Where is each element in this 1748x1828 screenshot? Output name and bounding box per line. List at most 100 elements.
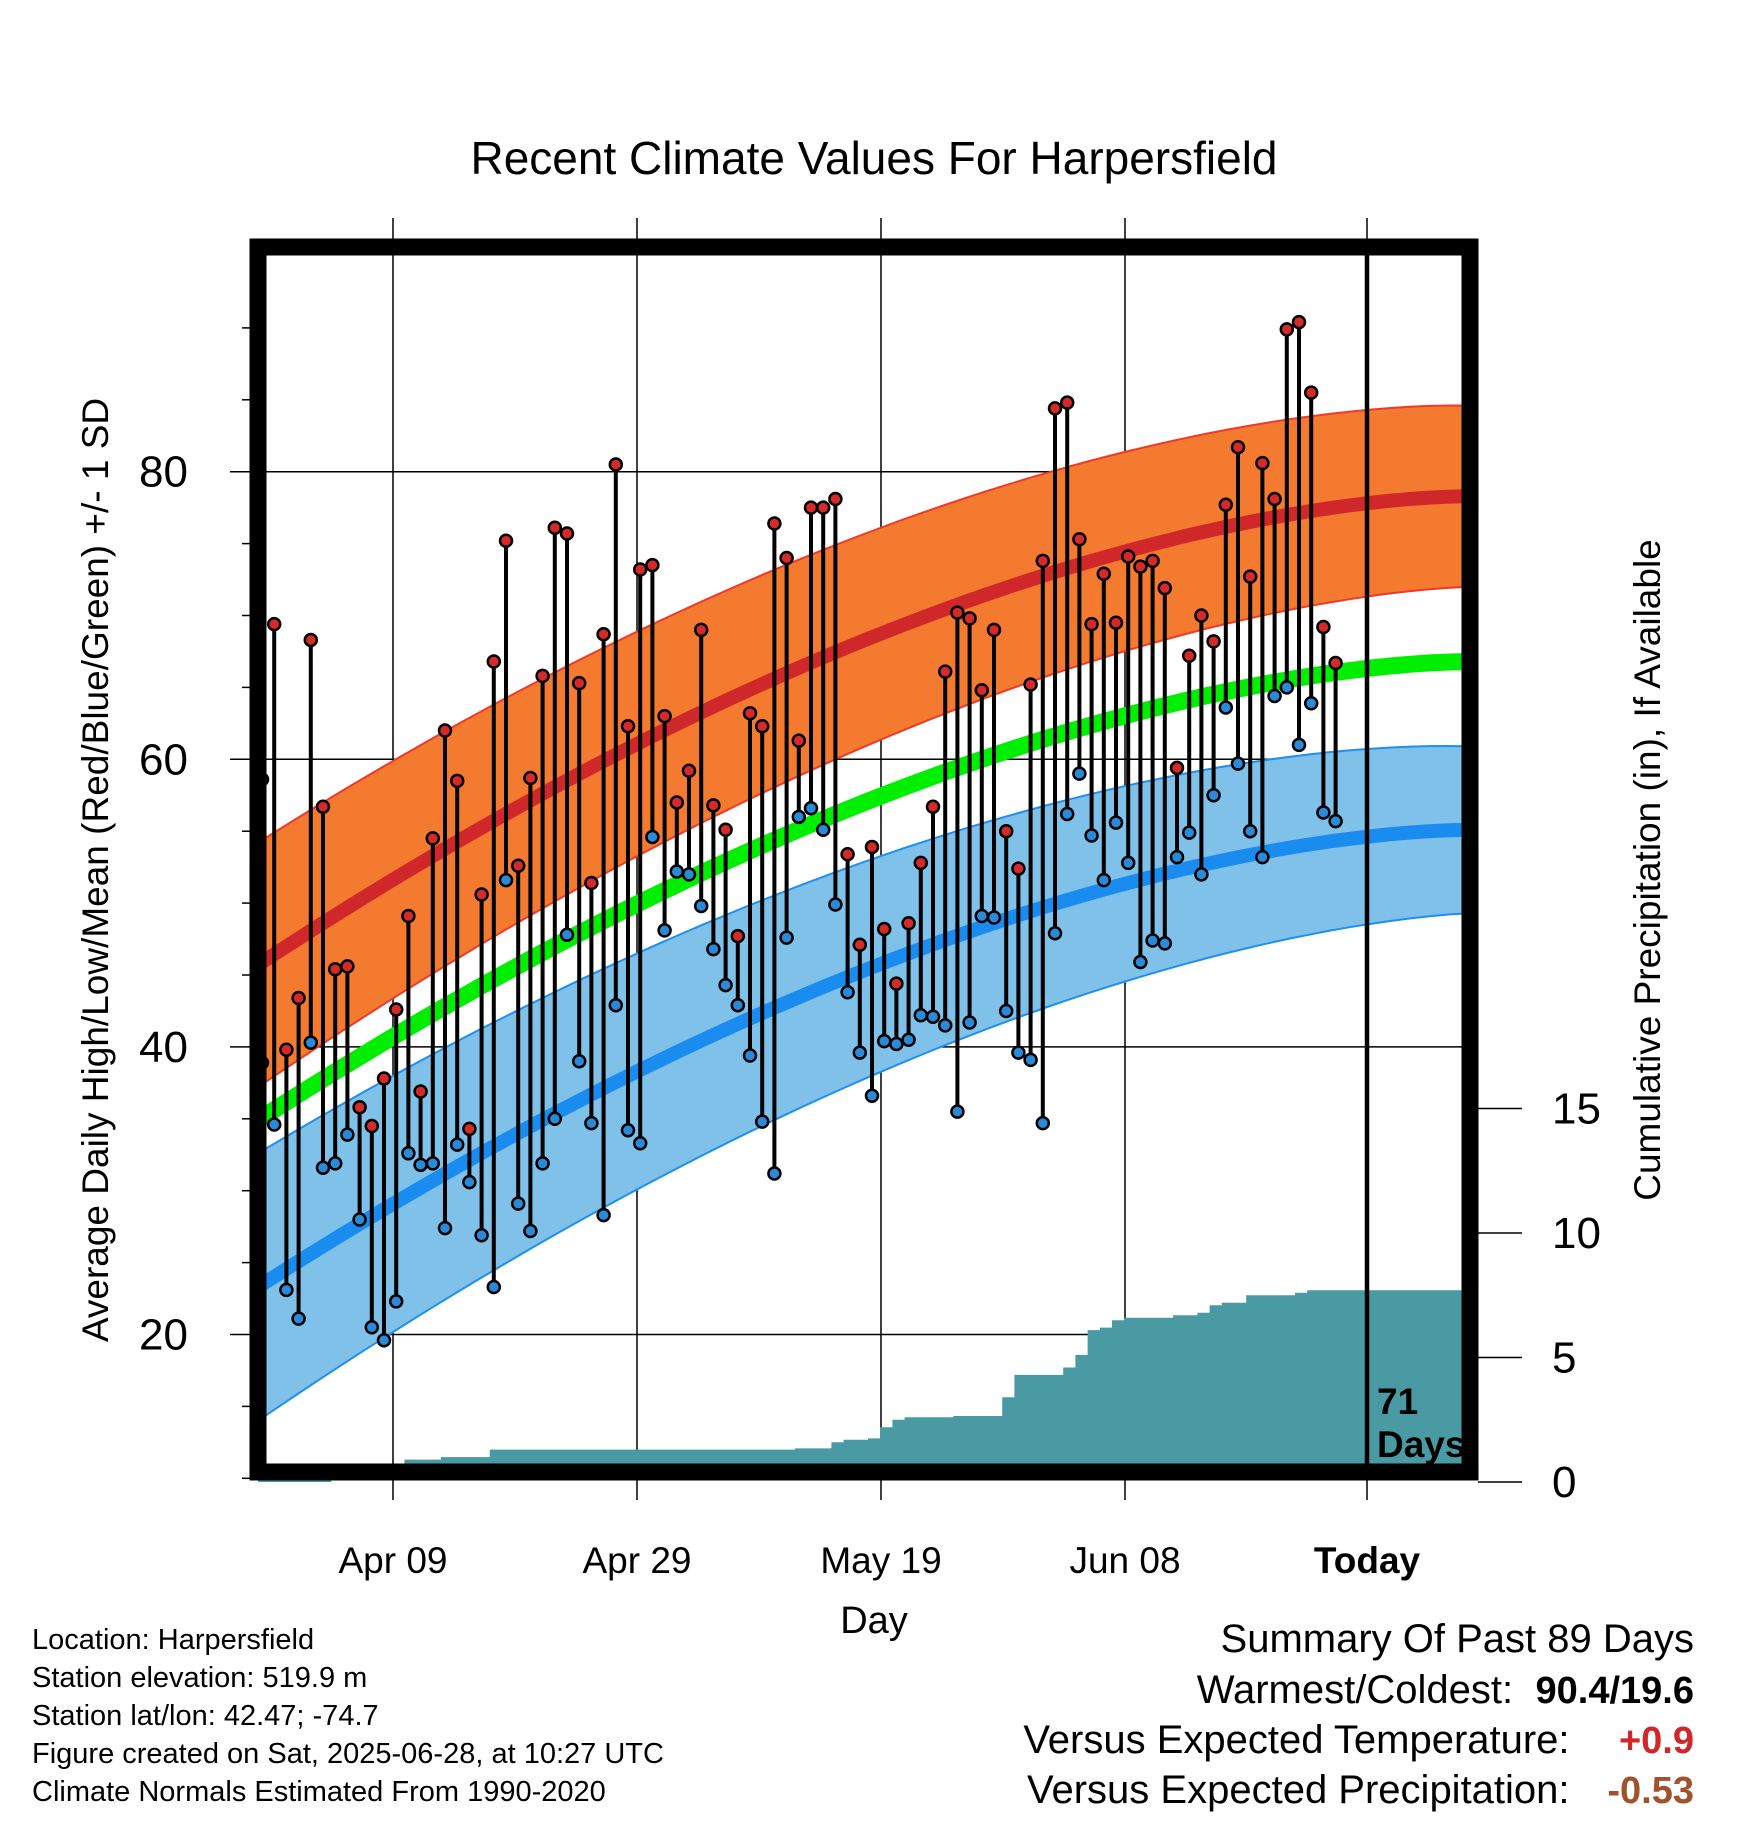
low-dot xyxy=(474,1228,489,1243)
low-dot xyxy=(962,1015,977,1030)
high-dot xyxy=(1084,616,1099,632)
high-dot xyxy=(608,457,624,472)
low-dot xyxy=(584,1115,599,1131)
high-dot xyxy=(401,908,416,924)
high-dot xyxy=(791,733,807,748)
high-dot xyxy=(498,533,514,548)
low-sd-band xyxy=(258,746,1470,1421)
low-dot xyxy=(803,800,819,816)
summary-heading: Summary Of Past 89 Days xyxy=(1220,1617,1694,1661)
high-dot xyxy=(828,491,843,507)
high-dot xyxy=(937,664,953,679)
precipitation-anomaly-value: -0.53 xyxy=(1607,1770,1694,1812)
low-dot xyxy=(486,1279,502,1295)
low-dot xyxy=(1267,688,1282,704)
high-sd-band-edge-lower xyxy=(257,585,1471,1089)
low-dot xyxy=(1291,737,1307,753)
low-dot xyxy=(401,1146,416,1161)
info-location: Location: Harpersfield xyxy=(32,1624,315,1656)
low-dot xyxy=(425,1156,441,1171)
low-dot xyxy=(303,1035,319,1050)
low-dot xyxy=(608,997,624,1013)
high-dot xyxy=(1072,532,1087,547)
summary-precipitation: Versus Expected Precipitation: -0.53 xyxy=(1027,1768,1694,1812)
y-axis-label: Average Daily High/Low/Mean (Red/Blue/Gr… xyxy=(75,398,116,1342)
low-dot xyxy=(352,1212,367,1227)
high-dot xyxy=(535,668,550,684)
y-tick-label: 40 xyxy=(139,1023,188,1072)
low-dot xyxy=(864,1088,880,1104)
high-dot xyxy=(279,1042,294,1058)
x-tick-label: May 19 xyxy=(820,1540,941,1581)
low-dot xyxy=(462,1174,477,1190)
low-dot xyxy=(510,1196,526,1211)
high-dot xyxy=(303,632,319,648)
y2-tick-label: 10 xyxy=(1552,1209,1601,1258)
high-dot xyxy=(547,520,563,536)
high-dot xyxy=(657,708,672,724)
low-dot xyxy=(498,872,514,888)
high-dot xyxy=(620,718,636,734)
low-dot xyxy=(1035,1115,1051,1131)
y-tick-label: 20 xyxy=(139,1311,188,1360)
high-dot xyxy=(388,1002,404,1017)
high-dot xyxy=(315,799,331,815)
high-dot xyxy=(986,622,1002,638)
summary-warm-cold: Warmest/Coldest: 90.4/19.6 xyxy=(1196,1668,1694,1712)
high-dot xyxy=(901,915,916,931)
low-dot xyxy=(889,1036,904,1052)
low-dot xyxy=(1206,788,1221,803)
info-elevation: Station elevation: 519.9 m xyxy=(32,1662,368,1694)
x-tick-label: Jun 08 xyxy=(1069,1540,1180,1581)
x-axis-label: Day xyxy=(840,1600,908,1642)
low-dot xyxy=(291,1311,306,1326)
high-dot xyxy=(718,822,733,838)
mean-normal-line xyxy=(253,653,1471,1128)
low-dot xyxy=(547,1111,563,1127)
high-dot xyxy=(1267,491,1282,507)
high-normal-line xyxy=(254,489,1471,971)
summary-temperature: Versus Expected Temperature: +0.9 xyxy=(1023,1718,1694,1762)
low-dot xyxy=(1120,855,1136,871)
high-dot xyxy=(596,626,611,642)
high-dot xyxy=(1169,760,1185,776)
low-dot xyxy=(1194,867,1209,882)
low-dot xyxy=(901,1032,916,1047)
low-dot xyxy=(950,1104,965,1119)
high-dot xyxy=(1279,322,1295,337)
low-dot xyxy=(1157,936,1173,951)
high-dot xyxy=(669,795,685,810)
low-dot xyxy=(571,1054,587,1069)
low-dot xyxy=(1218,700,1234,715)
high-dot xyxy=(889,976,904,991)
high-dot xyxy=(767,516,782,531)
low-dot xyxy=(998,1003,1014,1019)
low-dot xyxy=(1316,805,1331,820)
high-dot xyxy=(754,718,770,734)
low-dot xyxy=(1255,849,1270,865)
low-dot xyxy=(1023,1052,1038,1068)
high-dot xyxy=(706,798,721,813)
high-dot xyxy=(1011,861,1026,876)
low-dot xyxy=(620,1123,636,1138)
cumulative-precip-area xyxy=(258,1290,1470,1482)
low-dot xyxy=(1169,849,1185,865)
x-tick-label: Apr 09 xyxy=(338,1540,447,1581)
low-dot xyxy=(1108,815,1124,830)
low-normal-line xyxy=(254,822,1471,1293)
high-dot xyxy=(864,839,880,855)
low-dot xyxy=(1047,926,1063,941)
high-dot xyxy=(779,550,794,566)
normal-bands xyxy=(253,404,1471,1422)
high-dot xyxy=(974,683,990,698)
low-dot xyxy=(1242,823,1258,839)
high-dot xyxy=(1316,619,1331,635)
low-dot xyxy=(535,1156,550,1171)
axes: Apr 09 Apr 29 May 19 Jun 08 Today 20 40 60 80 0 5 1… xyxy=(139,218,1601,1581)
daily-value-dots xyxy=(254,314,1343,1348)
high-dot xyxy=(925,799,941,815)
low-dot xyxy=(1072,766,1087,781)
low-dot xyxy=(388,1294,404,1309)
high-dot xyxy=(950,605,965,620)
